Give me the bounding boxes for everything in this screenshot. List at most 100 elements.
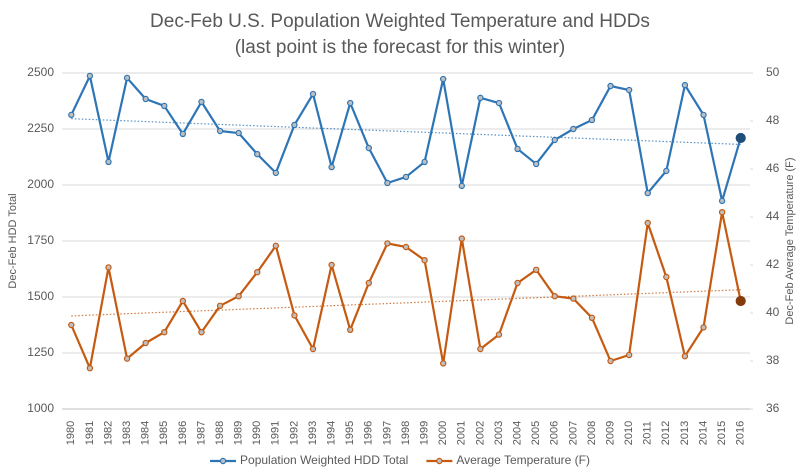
data-point: [570, 125, 577, 133]
y2-tick-label: 48: [766, 113, 780, 127]
data-point: [309, 90, 317, 98]
data-point: [365, 279, 373, 287]
data-point: [365, 144, 373, 152]
y-tick-label: 1250: [27, 345, 54, 359]
x-tick-label: 2011: [642, 421, 654, 445]
data-point: [347, 99, 354, 107]
x-tick-label: 1989: [233, 421, 245, 445]
data-point: [477, 94, 484, 102]
x-tick-label: 2016: [735, 421, 747, 445]
data-point: [439, 75, 447, 83]
forecast-point: [735, 132, 746, 144]
chart-title: Dec-Feb U.S. Population Weighted Tempera…: [150, 11, 650, 32]
data-point: [384, 179, 391, 187]
data-point: [588, 116, 596, 124]
data-point: [198, 98, 205, 106]
y2-tick-label: 40: [766, 305, 780, 319]
data-point: [514, 145, 521, 153]
data-point: [421, 158, 428, 166]
data-point: [477, 345, 484, 353]
x-tick-label: 1992: [288, 421, 300, 445]
data-point: [458, 182, 465, 190]
data-point: [216, 302, 224, 309]
x-tick-label: 2002: [474, 421, 486, 445]
x-tick-label: 1981: [84, 421, 96, 445]
x-tick-label: 1997: [381, 421, 393, 445]
x-tick-label: 1998: [400, 421, 412, 445]
x-tick-label: 1982: [102, 421, 114, 445]
y-tick-label: 1000: [27, 401, 54, 415]
y-tick-label: 1750: [27, 233, 54, 247]
legend-label: Average Temperature (F): [456, 453, 590, 467]
data-point: [179, 297, 187, 305]
data-point: [439, 360, 447, 367]
data-point: [681, 353, 689, 360]
x-tick-label: 2015: [716, 421, 728, 445]
x-tick-label: 1988: [214, 421, 226, 445]
x-tick-label: 1990: [251, 421, 263, 445]
trend-line: [71, 118, 741, 146]
data-point: [402, 173, 410, 181]
data-point: [700, 111, 707, 119]
x-tick-label: 1986: [177, 421, 189, 445]
data-point: [551, 293, 558, 300]
x-tick-label: 1987: [195, 421, 207, 445]
data-point: [86, 72, 94, 80]
data-point: [328, 163, 335, 171]
data-point: [142, 95, 149, 103]
data-point: [718, 208, 726, 216]
data-point: [347, 326, 354, 333]
data-point: [718, 197, 726, 205]
data-point: [68, 111, 75, 119]
y2-tick-label: 44: [766, 209, 780, 223]
x-tick-label: 1999: [419, 421, 431, 445]
y2-tick-label: 42: [766, 257, 780, 271]
data-point: [570, 295, 577, 302]
y-tick-label: 1500: [27, 289, 54, 303]
data-point: [309, 345, 317, 353]
y-axis-title: Dec-Feb HDD Total: [7, 193, 19, 288]
data-point: [161, 329, 168, 336]
x-tick-label: 1991: [270, 421, 282, 445]
y2-tick-label: 50: [766, 65, 780, 79]
data-point: [216, 127, 224, 135]
x-tick-label: 2010: [623, 421, 635, 445]
data-point: [68, 321, 75, 329]
series-line: [70, 74, 742, 203]
data-point: [384, 240, 391, 247]
data-point: [254, 269, 261, 276]
x-tick-label: 2005: [530, 421, 542, 445]
legend-label: Population Weighted HDD Total: [240, 453, 408, 467]
data-point: [532, 266, 540, 273]
data-point: [551, 136, 558, 144]
data-point: [291, 121, 298, 129]
y-tick-label: 2500: [27, 65, 54, 79]
x-tick-label: 1983: [121, 421, 133, 445]
data-point: [254, 150, 261, 158]
data-point: [142, 339, 149, 347]
data-point: [625, 86, 633, 94]
x-tick-label: 2004: [511, 421, 523, 445]
data-point: [700, 324, 707, 331]
data-point: [514, 279, 521, 287]
data-point: [663, 167, 670, 175]
data-point: [123, 355, 131, 362]
data-point: [644, 189, 651, 197]
x-tick-label: 1994: [326, 421, 338, 445]
y-tick-label: 2250: [27, 121, 54, 135]
data-point: [625, 351, 633, 359]
data-point: [235, 129, 242, 137]
x-tick-label: 1995: [344, 421, 356, 445]
data-point: [458, 235, 465, 242]
x-tick-label: 2013: [679, 421, 691, 445]
x-tick-label: 1980: [65, 421, 77, 445]
y2-tick-label: 46: [766, 161, 780, 175]
data-point: [495, 99, 503, 107]
chart-subtitle: (last point is the forecast for this win…: [235, 37, 566, 58]
x-tick-label: 2007: [567, 421, 579, 445]
data-point: [86, 365, 94, 372]
data-point: [272, 242, 280, 249]
series-line: [70, 211, 742, 370]
data-point: [607, 82, 614, 90]
